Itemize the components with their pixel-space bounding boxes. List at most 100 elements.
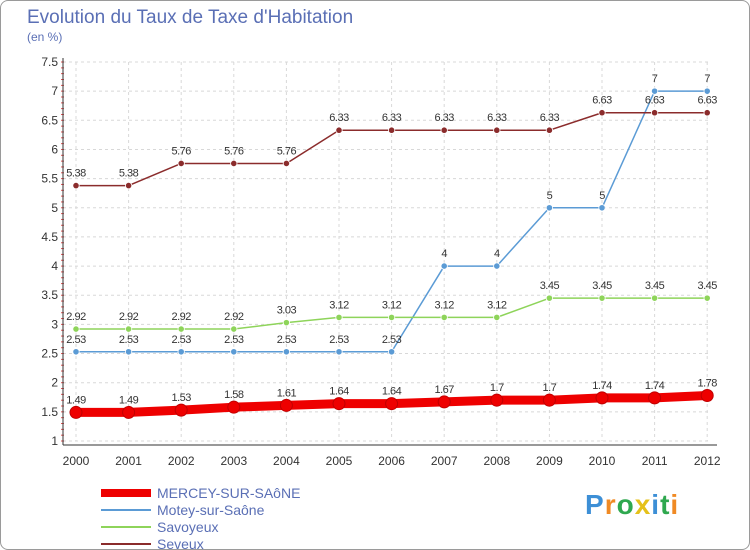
series-point: [177, 348, 185, 356]
data-label: 6.63: [697, 95, 717, 107]
data-label: 5.76: [171, 145, 191, 157]
series-point: [598, 109, 606, 117]
logo-letter: i: [670, 489, 680, 520]
data-label: 7: [652, 73, 658, 85]
series-point: [125, 325, 133, 333]
series-point: [598, 294, 606, 302]
y-tick-label: 1: [51, 434, 58, 448]
data-label: 2.53: [66, 334, 86, 346]
series-point: [332, 397, 346, 411]
logo-letter: t: [660, 489, 671, 520]
series-point: [437, 395, 451, 409]
data-label: 2.92: [119, 311, 139, 323]
data-label: 3.03: [277, 305, 297, 317]
data-label: 1.7: [543, 382, 557, 394]
series-point: [440, 313, 448, 321]
series-point: [72, 325, 80, 333]
data-label: 2.92: [171, 311, 191, 323]
logo-letter: o: [616, 489, 635, 520]
data-label: 3.12: [434, 299, 454, 311]
data-label: 6.33: [434, 112, 454, 124]
y-tick-label: 7.5: [41, 55, 58, 69]
data-label: 1.61: [277, 387, 297, 399]
series-point: [335, 126, 343, 134]
series-point: [72, 348, 80, 356]
logo-letter: r: [604, 489, 617, 520]
data-label: 3.45: [592, 280, 612, 292]
x-tick-label: 2001: [115, 454, 142, 468]
x-tick-label: 2003: [220, 454, 247, 468]
series-point: [230, 348, 238, 356]
data-label: 2.53: [277, 334, 297, 346]
x-tick-label: 2005: [326, 454, 353, 468]
series-point: [174, 403, 188, 417]
y-tick-label: 6.5: [41, 113, 58, 127]
data-label: 1.67: [434, 384, 454, 396]
y-tick-label: 5.5: [41, 172, 58, 186]
data-label: 6.33: [540, 112, 560, 124]
series-point: [125, 182, 133, 190]
legend-label: Motey-sur-Saône: [157, 501, 265, 518]
data-label: 6.63: [645, 95, 665, 107]
series-point: [490, 393, 504, 407]
series-point: [493, 262, 501, 270]
logo-letter: P: [585, 489, 605, 520]
series-point: [177, 159, 185, 168]
x-tick-label: 2002: [168, 454, 195, 468]
data-label: 4: [494, 248, 500, 260]
series-point: [282, 159, 290, 168]
series-point: [703, 87, 711, 95]
data-label: 2.53: [329, 334, 349, 346]
x-tick-label: 2004: [273, 454, 300, 468]
series-point: [542, 393, 556, 407]
legend-swatch: [101, 508, 151, 511]
data-label: 2.92: [224, 311, 244, 323]
data-label: 3.45: [645, 280, 665, 292]
data-label: 1.64: [329, 386, 349, 398]
data-label: 1.49: [119, 394, 139, 406]
data-label: 5.76: [277, 145, 297, 157]
y-tick-label: 5: [51, 201, 58, 215]
x-tick-label: 2007: [431, 454, 458, 468]
data-label: 7: [704, 73, 710, 85]
y-tick-label: 2: [51, 376, 58, 390]
x-tick-label: 2010: [589, 454, 616, 468]
series-point: [493, 313, 501, 321]
y-tick-label: 3.5: [41, 288, 58, 302]
x-tick-label: 2011: [642, 454, 668, 468]
series-point: [227, 400, 241, 414]
legend-label: MERCEY-SUR-SAôNE: [157, 484, 301, 501]
series-point: [387, 126, 396, 134]
series-point: [335, 313, 343, 321]
data-label: 1.49: [66, 394, 86, 406]
logo-letter: x: [634, 489, 652, 520]
series-point: [598, 204, 606, 212]
legend-item: Savoyeux: [101, 518, 300, 535]
series-point: [282, 348, 290, 356]
legend-swatch: [101, 542, 151, 545]
series-point: [230, 325, 238, 333]
series-point: [440, 126, 448, 134]
legend-label: Savoyeux: [157, 518, 219, 535]
y-tick-label: 7: [51, 84, 58, 98]
series-point: [69, 405, 83, 419]
legend-swatch: [101, 488, 151, 497]
data-label: 2.53: [224, 334, 244, 346]
chart-legend: MERCEY-SUR-SAôNE Motey-sur-Saône Savoyeux S…: [101, 484, 300, 549]
y-tick-label: 3: [51, 317, 58, 331]
data-label: 3.12: [329, 299, 349, 311]
legend-item: MERCEY-SUR-SAôNE: [101, 484, 300, 501]
data-label: 6.33: [329, 112, 349, 124]
series-point: [648, 391, 662, 405]
data-label: 3.45: [697, 280, 717, 292]
data-label: 5.38: [66, 168, 86, 180]
logo-letter: i: [651, 489, 661, 520]
series-point: [122, 405, 136, 419]
data-label: 1.53: [171, 392, 191, 404]
x-tick-label: 2008: [483, 454, 510, 468]
legend-item: Seveux: [101, 535, 300, 549]
x-tick-label: 2006: [378, 454, 405, 468]
data-label: 2.53: [171, 334, 191, 346]
y-tick-label: 2.5: [41, 347, 58, 361]
